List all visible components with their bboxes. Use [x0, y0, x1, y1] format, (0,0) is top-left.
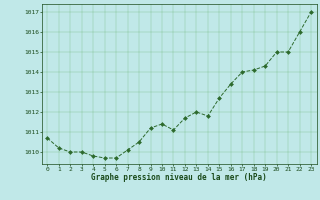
X-axis label: Graphe pression niveau de la mer (hPa): Graphe pression niveau de la mer (hPa) — [91, 173, 267, 182]
